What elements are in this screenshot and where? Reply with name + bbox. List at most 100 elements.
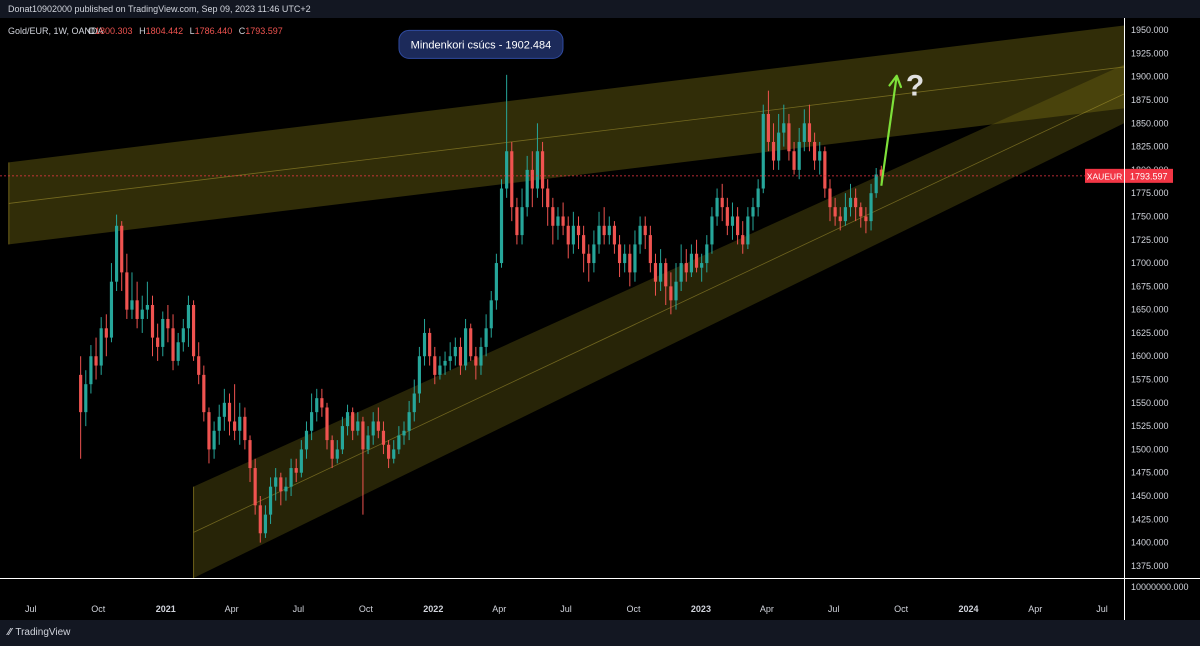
candle-body <box>114 225 119 282</box>
channel-lower <box>193 64 1124 578</box>
price-tick-label: 1450.000 <box>1131 491 1169 501</box>
price-chart[interactable]: Mindenkori csúcs - 1902.484? 1950.000 192… <box>0 18 1200 620</box>
candle-body <box>566 225 570 245</box>
candle-body <box>684 263 688 273</box>
candle-body <box>463 328 468 366</box>
candle-body <box>130 300 134 310</box>
candle-body <box>838 216 842 222</box>
candle-body <box>181 328 185 343</box>
ohlc-high-value: 1804.442 <box>146 26 184 36</box>
candle-body <box>145 304 149 310</box>
candle-body <box>402 430 406 436</box>
ath-label-text: Mindenkori csúcs - 1902.484 <box>411 39 552 51</box>
price-tick-label: 1900.000 <box>1131 72 1169 82</box>
candle-body <box>407 412 411 431</box>
candle-body <box>156 337 160 347</box>
candle-body <box>458 346 463 366</box>
candle-body <box>387 444 391 459</box>
candle-body <box>546 188 550 208</box>
candle-body <box>879 169 883 176</box>
price-tag-symbol: XAUEUR <box>1087 171 1122 181</box>
price-tick-label: 1375.000 <box>1131 561 1169 571</box>
price-tick-label: 1400.000 <box>1131 538 1169 548</box>
candle-body <box>361 421 365 450</box>
candle-body <box>720 197 724 208</box>
price-tick-label: 1875.000 <box>1131 95 1169 105</box>
time-tick-label: Apr <box>1028 604 1042 614</box>
candle-body <box>777 132 781 161</box>
channel-lower-midline <box>193 93 1124 533</box>
candle-body <box>736 216 740 236</box>
candle-body <box>520 207 524 236</box>
candle-body <box>253 468 257 506</box>
candle-body <box>602 225 606 236</box>
ohlc-open-value: 1800.303 <box>95 26 133 36</box>
price-tick-label: 1950.000 <box>1131 25 1169 35</box>
candle-body <box>304 430 309 450</box>
candle-body <box>186 304 191 329</box>
candle-body <box>294 468 298 473</box>
candle-body <box>197 356 201 375</box>
chart-area[interactable]: Mindenkori csúcs - 1902.484? 1950.000 192… <box>0 18 1200 620</box>
candle-body <box>802 123 806 142</box>
candle-body <box>268 486 273 515</box>
candle-body <box>150 304 155 338</box>
ohlc-close-value: 1793.597 <box>245 26 283 36</box>
price-tick-label: 1525.000 <box>1131 421 1169 431</box>
publish-info: Donat10902000 published on TradingView.c… <box>8 4 311 14</box>
candle-body <box>664 263 668 287</box>
candle-body <box>417 356 421 394</box>
candle-body <box>207 412 211 450</box>
candle-body <box>874 174 878 194</box>
candle-body <box>161 318 165 347</box>
candle-body <box>217 416 221 431</box>
candle-body <box>284 486 288 492</box>
channel-upper-midline <box>8 66 1124 204</box>
candle-body <box>494 263 498 301</box>
price-tick-label: 1725.000 <box>1131 235 1169 245</box>
candle-body <box>864 216 868 222</box>
ohlc-high-label: H <box>139 26 146 36</box>
candle-body <box>607 225 611 236</box>
candle-body <box>263 514 268 534</box>
candle-body <box>617 244 622 264</box>
candle-body <box>330 440 334 459</box>
candle-body <box>787 123 791 152</box>
candle-body <box>638 225 642 245</box>
price-tick-label: 1425.000 <box>1131 514 1169 524</box>
candle-body <box>854 197 858 208</box>
candle-body <box>705 244 709 264</box>
candle-body <box>576 225 581 236</box>
candle-body <box>592 244 596 264</box>
candle-body <box>499 188 504 264</box>
tradingview-logo[interactable]: ⁄⁄ TradingView <box>8 627 70 638</box>
price-tick-label: 1625.000 <box>1131 328 1169 338</box>
candle-body <box>89 356 93 385</box>
candle-body <box>99 328 103 366</box>
candle-body <box>79 374 83 413</box>
candle-body <box>412 393 416 413</box>
candle-body <box>484 328 488 347</box>
candle-body <box>689 253 694 273</box>
candle-body <box>746 216 750 245</box>
time-tick-label: Apr <box>760 604 774 614</box>
candle-body <box>392 449 396 459</box>
time-tick-label: 2021 <box>156 604 176 614</box>
candle-body <box>828 188 832 208</box>
candle-body <box>628 253 632 273</box>
price-tick-label: 1925.000 <box>1131 48 1169 58</box>
candle-body <box>623 253 627 264</box>
candle-body <box>489 300 493 329</box>
candle-body <box>315 398 319 413</box>
candle-body <box>761 113 765 189</box>
candle-body <box>812 141 817 161</box>
time-tick-label: Oct <box>894 604 909 614</box>
candle-body <box>792 151 796 170</box>
price-tick-label: 1550.000 <box>1131 398 1169 408</box>
time-tick-label: Oct <box>626 604 641 614</box>
price-tag-symbol-bg <box>1085 168 1124 183</box>
candle-body <box>766 113 770 142</box>
price-tick-label: 1850.000 <box>1131 118 1169 128</box>
candle-body <box>335 449 339 459</box>
price-tick-label: 1575.000 <box>1131 375 1169 385</box>
